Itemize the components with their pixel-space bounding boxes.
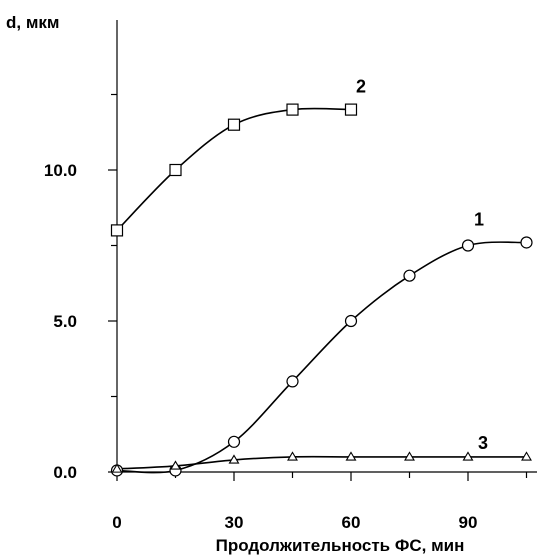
x-axis-label: Продолжительность ФС, мин (216, 536, 465, 555)
series-3-point (170, 460, 181, 470)
series-markers (110, 103, 533, 477)
series-3-line (116, 455, 527, 470)
chart-labels: 0 30 60 90 0.0 5.0 10.0 1 2 3 (44, 77, 488, 532)
series-3-point (345, 451, 357, 461)
series-3-point (462, 451, 474, 461)
series-2-point (169, 163, 182, 177)
series-1-point (520, 236, 533, 249)
series-1-point (403, 269, 416, 282)
y-tick-label: 0.0 (53, 463, 77, 482)
series-2-point (110, 224, 124, 237)
y-axis-label: d, мкм (6, 13, 60, 32)
series-3-point (521, 451, 532, 461)
series-1-point (286, 375, 299, 388)
series-3-point (404, 451, 415, 461)
y-tick-label: 5.0 (53, 312, 77, 331)
series-3-point (287, 451, 298, 461)
series-1-label: 1 (474, 210, 484, 230)
axis-ticks (108, 93, 528, 481)
series-1-line (116, 241, 527, 474)
series-2-point (344, 103, 358, 116)
series-1-point (227, 435, 241, 448)
series-1-point (461, 239, 475, 252)
series-3-point (111, 463, 123, 473)
x-tick-label: 60 (342, 513, 361, 532)
x-tick-label: 30 (225, 513, 244, 532)
y-tick-label: 10.0 (44, 161, 77, 180)
x-tick-label: 0 (112, 513, 121, 532)
series-curves (116, 107, 527, 474)
series-2-point (227, 118, 241, 131)
series-2-point (286, 103, 299, 116)
series-3-label: 3 (478, 433, 488, 453)
series-1-point (344, 314, 358, 328)
x-tick-label: 90 (459, 513, 478, 532)
series-2-label: 2 (356, 77, 366, 97)
series-3-point (228, 454, 240, 464)
